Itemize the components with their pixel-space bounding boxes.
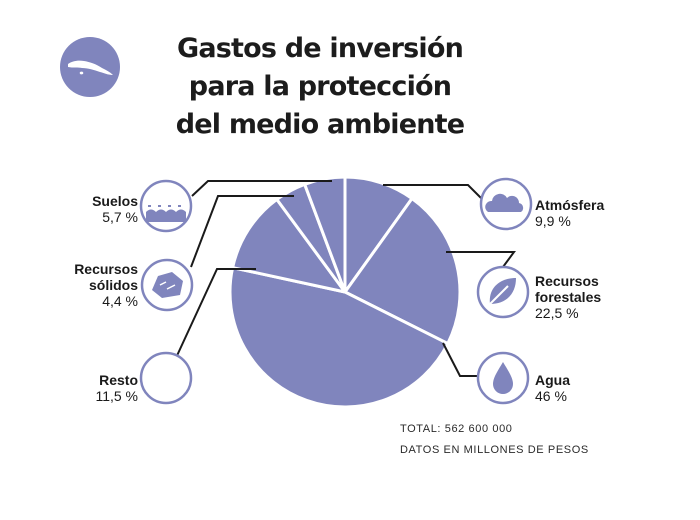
label-recursos-solidos-name-1: Recursos [74,261,138,277]
footer-total: TOTAL: 562 600 000 [400,423,513,435]
label-recursos-forestales: Recursos forestales 22,5 % [535,273,601,321]
label-recursos-forestales-name-1: Recursos [535,273,599,289]
leader-line-suelos [191,180,332,197]
label-atmosfera: Atmósfera 9,9 % [535,197,604,229]
leader-line-agua [442,342,480,377]
label-resto-pct: 11,5 % [95,388,138,404]
pie-slice-recursos-forestales [343,197,462,346]
cloud-icon [479,177,533,231]
label-recursos-solidos-name-2: sólidos [88,277,138,293]
title-line-2: para la protección [188,71,452,102]
label-resto: Resto 11,5 % [60,372,138,404]
waves-icon [139,179,193,233]
leader-line-resto [174,268,256,361]
rock-icon [140,258,194,312]
label-agua-pct: 46 % [535,388,567,404]
label-recursos-forestales-name-2: forestales [535,289,602,305]
cuba-map-icon [60,37,120,97]
label-atmosfera-pct: 9,9 % [535,213,571,229]
footer-note: DATOS EN MILLONES DE PESOS [400,444,589,456]
label-recursos-solidos-pct: 4,4 % [102,293,138,309]
label-atmosfera-name: Atmósfera [535,197,605,213]
chart-title: Gastos de inversión para la protección d… [150,30,490,144]
label-resto-name: Resto [99,372,138,388]
leader-line-recursos-solidos [190,195,294,268]
title-line-1: Gastos de inversión [176,33,464,64]
label-agua: Agua 46 % [535,372,570,404]
blank-circle-icon [139,351,193,405]
title-line-3: del medio ambiente [175,109,465,140]
pie-slice-suelos [303,175,347,294]
label-suelos-pct: 5,7 % [102,209,138,225]
leaf-icon [476,265,530,319]
label-recursos-forestales-pct: 22,5 % [535,305,579,321]
pie-slice-resto [231,197,347,294]
pie-slice-agua [228,266,450,409]
label-suelos-name: Suelos [92,193,138,209]
leader-line-atmosfera [383,184,482,199]
water-drop-icon [476,351,530,405]
label-recursos-solidos: Recursos sólidos 4,4 % [40,261,138,309]
label-suelos: Suelos 5,7 % [60,193,138,225]
label-agua-name: Agua [535,372,570,388]
